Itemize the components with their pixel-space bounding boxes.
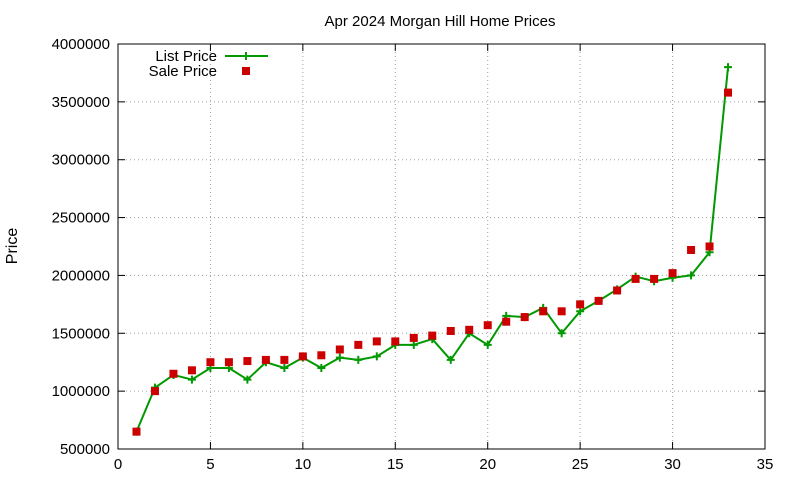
list-price-point [372,352,381,361]
sale-price-point [594,296,603,305]
sale-price-point [206,358,215,367]
y-tick-label: 1500000 [52,325,110,342]
list-price-point [335,353,344,362]
y-axis-label: Price [4,228,21,265]
x-tick-labels: 0 5 10 15 20 25 30 35 [114,456,774,473]
legend-label: Sale Price [149,63,217,80]
list-price-point [576,307,585,316]
x-tick-label: 25 [572,456,589,473]
series-layer [132,63,733,436]
list-price-point [317,364,326,372]
sale-price-point [650,274,659,283]
sale-price-point [317,351,326,360]
sale-price-point [224,358,233,367]
sale-price-point [446,326,455,335]
y-tick-label: 4000000 [52,36,110,53]
list-price-point [446,355,455,364]
legend-label: List Price [155,48,217,65]
y-tick-labels: 500000 1000000 1500000 2000000 2500000 300000… [52,36,110,458]
sale-price-point [428,331,437,340]
list-price-point [354,355,363,364]
list-price-point [483,340,492,349]
list-price-point [687,271,696,280]
x-tick-label: 15 [387,456,404,473]
list-price-point [724,63,733,72]
sale-price-point [187,366,196,375]
y-tick-label: 1000000 [52,383,110,400]
axis-ticks [117,43,766,450]
x-tick-label: 5 [206,456,214,473]
sale-price-point [705,242,714,251]
grid-lines [118,44,765,449]
sale-price-point [354,340,363,349]
sale-price-point [132,427,141,436]
sale-price-point [668,269,677,278]
sale-price-point [613,286,622,295]
y-tick-label: 3000000 [52,152,110,169]
sale-price-point [261,355,270,364]
list-price-point [187,375,196,384]
list-price-point [243,375,252,384]
sale-price-point [539,307,548,316]
series-list-price [132,63,733,436]
sale-price-point [298,352,307,361]
sale-price-point [372,337,381,346]
sale-price-point [631,274,640,283]
y-tick-label: 3500000 [52,94,110,111]
sale-price-point [280,355,289,364]
list-price-point [409,340,418,349]
plot-frame [117,43,766,450]
x-tick-label: 35 [757,456,774,473]
sale-price-point [724,88,733,97]
sale-price-point [557,307,566,316]
sale-price-point [576,300,585,309]
x-tick-label: 30 [664,456,681,473]
y-tick-label: 2000000 [52,267,110,284]
sale-price-point [502,317,511,326]
series-line [135,67,730,433]
list-price-point [557,329,566,338]
list-price-point [280,364,289,372]
x-tick-label: 10 [295,456,312,473]
sale-price-point [150,387,159,396]
legend-marker [242,52,250,60]
sale-price-point [169,369,178,378]
x-tick-label: 0 [114,456,122,473]
x-tick-label: 20 [479,456,496,473]
legend-marker [242,67,250,75]
sale-price-point [243,357,252,366]
y-tick-label: 2500000 [52,210,110,227]
sale-price-point [335,345,344,354]
chart-title: Apr 2024 Morgan Hill Home Prices [325,13,556,30]
sale-price-point [465,325,474,334]
sale-price-point [483,321,492,330]
sale-price-point [520,313,529,322]
sale-price-point [409,333,418,342]
sale-price-point [687,245,696,254]
sale-price-point [391,337,400,346]
series-sale-price [132,88,733,436]
y-tick-label: 500000 [60,441,110,458]
